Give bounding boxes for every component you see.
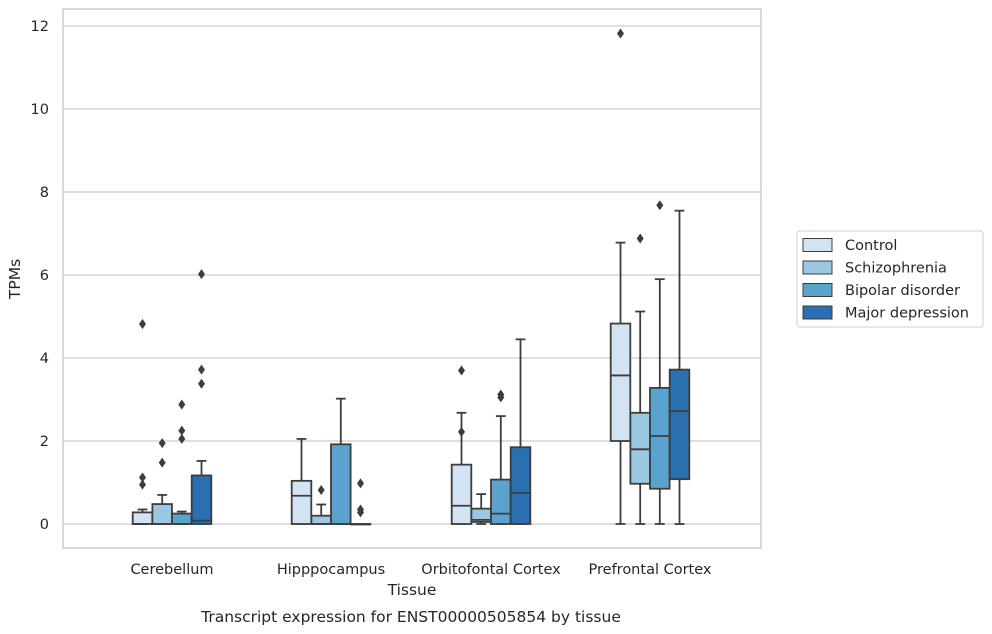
y-tick-label: 2 <box>40 434 49 450</box>
box <box>668 368 691 481</box>
x-tick-labels: Cerebellum Hipppocampus Orbitofontal Corte… <box>130 562 711 578</box>
box <box>171 512 193 525</box>
outlier-point <box>139 472 146 483</box>
box-plots <box>131 28 691 526</box>
series-group <box>190 209 691 526</box>
outlier-point <box>617 28 624 39</box>
y-tick-label: 4 <box>40 351 49 367</box>
box <box>310 514 332 525</box>
box-plot <box>190 269 213 525</box>
outlier-point <box>198 269 205 280</box>
outlier-point <box>198 364 205 375</box>
legend-label: Schizophrenia <box>845 261 947 277</box>
box <box>490 478 512 525</box>
box <box>290 479 313 525</box>
legend-frame <box>796 230 984 328</box>
outlier-point <box>158 457 166 468</box>
box <box>609 322 632 442</box>
outlier-point <box>198 378 205 389</box>
series-group <box>151 233 651 525</box>
outlier-point <box>458 426 465 437</box>
outlier-point <box>178 399 186 410</box>
legend-swatch <box>802 283 833 297</box>
grid-lines <box>63 25 761 525</box>
box <box>151 503 173 525</box>
legend-swatch <box>802 305 833 320</box>
box <box>629 411 651 485</box>
outlier-point <box>139 479 146 490</box>
box <box>509 446 532 525</box>
box-plot <box>629 233 651 525</box>
box <box>190 474 213 525</box>
legend-swatch <box>802 238 833 252</box>
plot-area <box>62 8 762 549</box>
box <box>450 463 473 525</box>
x-tick-label: Hipppocampus <box>277 562 385 578</box>
legend-label: Control <box>845 238 897 254</box>
box-plot <box>509 338 532 525</box>
box-plot <box>668 209 691 525</box>
box-plot <box>151 438 173 525</box>
box <box>649 386 671 490</box>
y-axis-label: TPMs <box>6 259 24 300</box>
chart-caption: Transcript expression for ENST0000050585… <box>200 608 621 626</box>
outlier-point <box>497 389 505 400</box>
legend-label: Major depression <box>845 306 969 322</box>
y-tick-label: 8 <box>40 185 49 201</box>
series-group <box>171 200 671 525</box>
y-tick-label: 12 <box>31 19 49 35</box>
y-tick-label: 0 <box>40 517 49 533</box>
outlier-point <box>178 433 186 444</box>
box <box>330 443 352 525</box>
x-tick-label: Prefrontal Cortex <box>589 562 712 578</box>
box-plot <box>330 397 352 525</box>
x-tick-label: Cerebellum <box>130 562 213 578</box>
y-tick-labels: 0 2 4 6 8 10 12 <box>31 19 49 533</box>
box-plot <box>490 389 512 525</box>
outlier-point <box>656 200 664 211</box>
legend-swatch <box>802 260 833 275</box>
box-plot <box>171 399 193 525</box>
outlier-point <box>317 484 325 495</box>
box-plot <box>649 200 671 525</box>
y-tick-label: 6 <box>40 268 49 284</box>
outlier-point <box>178 425 186 436</box>
box-plot <box>450 365 473 525</box>
outlier-point <box>158 438 166 449</box>
box <box>131 511 154 525</box>
legend: Control Schizophrenia Bipolar disorder Majo… <box>796 230 984 328</box>
outlier-point <box>357 478 364 489</box>
x-tick-label: Orbitofontal Cortex <box>421 562 561 578</box>
x-axis-label: Tissue <box>387 581 437 599</box>
outlier-point <box>636 233 644 244</box>
outlier-point <box>357 504 364 515</box>
box-plot <box>290 438 313 525</box>
box-plot <box>470 493 492 525</box>
outlier-point <box>458 365 465 376</box>
box-plot <box>349 478 372 526</box>
outlier-point <box>139 318 146 329</box>
legend-label: Bipolar disorder <box>845 283 960 299</box>
box-plot <box>310 484 332 525</box>
y-tick-label: 10 <box>31 102 49 118</box>
series-group <box>131 28 632 525</box>
box-plot <box>131 318 154 525</box>
box-plot <box>609 28 632 525</box>
